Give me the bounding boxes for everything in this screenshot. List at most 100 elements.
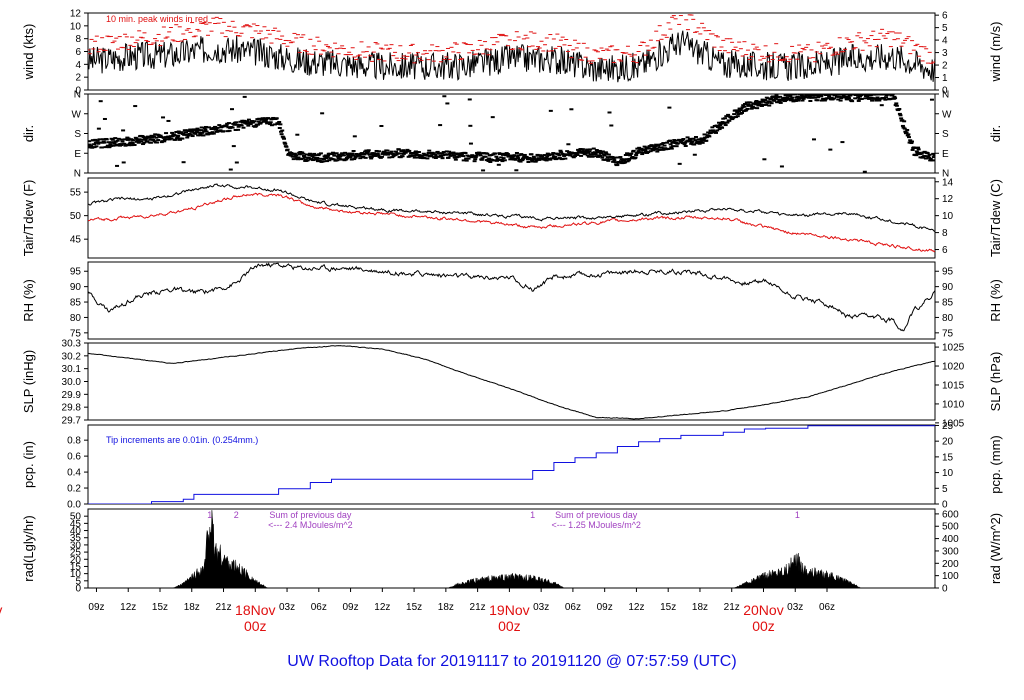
time-tick-label: 21z bbox=[470, 602, 486, 613]
slp-left-tick-label: 30.2 bbox=[62, 351, 82, 362]
wind-left-axis-title: wind (kts) bbox=[21, 24, 36, 81]
dir-left-tick-label: E bbox=[74, 149, 81, 160]
time-tick-label: 18z bbox=[184, 602, 200, 613]
dir-left-tick-label: S bbox=[74, 129, 81, 140]
rad-left-tick-label: 15 bbox=[70, 562, 82, 573]
pcp-annotation: Tip increments are 0.01in. (0.254mm.) bbox=[106, 435, 258, 445]
rh-right-tick-label: 95 bbox=[942, 267, 954, 278]
slp-left-tick-label: 30.0 bbox=[62, 377, 82, 388]
pcp-left-tick-label: 0.4 bbox=[67, 468, 81, 479]
rad-left-tick-label: 20 bbox=[70, 555, 82, 566]
rh-right-axis-title: RH (%) bbox=[988, 279, 1003, 322]
rad-annotation: <--- 1.25 MJoules/m^2 bbox=[551, 520, 641, 530]
time-tick-label: 03z bbox=[279, 602, 295, 613]
rad-left-tick-label: 35 bbox=[70, 533, 82, 544]
pcp-series-pcp bbox=[88, 425, 935, 504]
time-tick-label: 09z bbox=[88, 602, 104, 613]
time-tick-label: 09z bbox=[343, 602, 359, 613]
wind-right-axis-title: wind (m/s) bbox=[988, 22, 1003, 83]
wind-right-tick-label: 2 bbox=[942, 61, 948, 72]
slp-left-tick-label: 29.9 bbox=[62, 390, 82, 401]
pcp-right-tick-label: 5 bbox=[942, 484, 948, 495]
rad-plot-area bbox=[88, 510, 935, 588]
time-tick-label: 12z bbox=[120, 602, 136, 613]
rh-left-tick-label: 85 bbox=[70, 298, 82, 309]
rh-right-tick-label: 75 bbox=[942, 328, 954, 339]
pcp-right-tick-label: 25 bbox=[942, 421, 954, 432]
rad-right-tick-label: 600 bbox=[942, 509, 959, 520]
slp-left-axis-title: SLP (inHg) bbox=[21, 350, 36, 413]
time-tick-label: 18z bbox=[438, 602, 454, 613]
wind-right-tick-label: 6 bbox=[942, 11, 948, 22]
temp-right-tick-label: 8 bbox=[942, 228, 948, 239]
rad-right-tick-label: 100 bbox=[942, 571, 959, 582]
pcp-frame bbox=[87, 424, 936, 505]
dir-right-tick-label: N bbox=[942, 90, 949, 101]
pcp-right-axis-title: pcp. (mm) bbox=[988, 435, 1003, 494]
time-tick-label: 03z bbox=[787, 602, 803, 613]
panel-slp: 29.7 29.8 29.9 30.0 30.1 30.230.3 1005 1010 1015… bbox=[21, 339, 1003, 430]
slp-right-tick-label: 1010 bbox=[942, 399, 965, 410]
rh-left-tick-label: 75 bbox=[70, 328, 82, 339]
rad-left-tick-label: 5 bbox=[75, 576, 81, 587]
dir-left-tick-label: W bbox=[72, 109, 82, 120]
pcp-right-tick-label: 0 bbox=[942, 500, 948, 511]
wind-left-tick-label: 2 bbox=[75, 73, 81, 84]
pcp-plot-area bbox=[88, 425, 935, 504]
rad-annotation: 1 bbox=[795, 510, 800, 520]
temp-left-axis-title: Tair/Tdew (F) bbox=[21, 180, 36, 257]
rad-series-radiation bbox=[88, 510, 935, 588]
wind-plot-area bbox=[88, 14, 935, 83]
wind-series-wind bbox=[88, 30, 935, 83]
rad-right-tick-label: 0 bbox=[942, 584, 948, 595]
rh-right-tick-label: 85 bbox=[942, 298, 954, 309]
wind-left-tick-label: 12 bbox=[70, 9, 82, 20]
day-label: 20Nov bbox=[743, 602, 783, 618]
wind-right-tick-label: 3 bbox=[942, 48, 948, 59]
rad-left-tick-label: 30 bbox=[70, 540, 82, 551]
rh-left-axis-title: RH (%) bbox=[21, 279, 36, 322]
temp-left-tick-label: 45 bbox=[70, 235, 82, 246]
day-label: 18Nov bbox=[235, 602, 275, 618]
chart-title: UW Rooftop Data for 20191117 to 20191120… bbox=[287, 653, 736, 670]
temp-right-tick-label: 6 bbox=[942, 245, 948, 256]
time-tick-label: 15z bbox=[660, 602, 676, 613]
time-tick-label: 03z bbox=[533, 602, 549, 613]
rad-left-tick-label: 10 bbox=[70, 569, 82, 580]
day-label: 19Nov bbox=[489, 602, 529, 618]
slp-right-axis-title: SLP (hPa) bbox=[988, 352, 1003, 412]
panel-temp: 45 50 55 6 8 10 12 14 Tair/Tdew (F) Tair/Tdew (C) bbox=[21, 177, 1003, 259]
time-tick-label: 15z bbox=[406, 602, 422, 613]
slp-series-slp bbox=[88, 345, 935, 420]
day-hour-label: 00z bbox=[244, 618, 267, 634]
rh-right-tick-label: 80 bbox=[942, 313, 954, 324]
dir-right-tick-label: S bbox=[942, 129, 949, 140]
dir-right-axis-title: dir. bbox=[988, 125, 1003, 142]
wind-left-tick-label: 4 bbox=[75, 60, 81, 71]
pcp-left-axis-title: pcp. (in) bbox=[21, 441, 36, 488]
dir-series-direction bbox=[88, 94, 935, 173]
slp-right-tick-label: 1020 bbox=[942, 362, 965, 373]
rad-right-tick-label: 200 bbox=[942, 559, 959, 570]
rh-left-tick-label: 80 bbox=[70, 313, 82, 324]
temp-right-tick-label: 12 bbox=[942, 194, 954, 205]
rad-right-tick-label: 300 bbox=[942, 546, 959, 557]
slp-right-tick-label: 1015 bbox=[942, 380, 965, 391]
temp-left-tick-label: 50 bbox=[70, 211, 82, 222]
wind-series-peak bbox=[88, 14, 935, 64]
temp-right-tick-label: 10 bbox=[942, 211, 954, 222]
rh-plot-area bbox=[88, 262, 935, 332]
rad-annotation: <--- 2.4 MJoules/m^2 bbox=[268, 520, 353, 530]
day-label: 17Nov bbox=[0, 602, 2, 618]
slp-right-tick-label: 1005 bbox=[942, 418, 965, 429]
rad-annotation: Sum of previous day bbox=[269, 510, 352, 520]
rh-frame bbox=[87, 261, 936, 340]
rh-right-tick-label: 90 bbox=[942, 282, 954, 293]
pcp-right-tick-label: 15 bbox=[942, 452, 954, 463]
time-tick-label: 12z bbox=[374, 602, 390, 613]
wind-right-tick-label: 5 bbox=[942, 23, 948, 34]
temp-series-tdew bbox=[88, 192, 935, 253]
dir-left-axis-title: dir. bbox=[21, 125, 36, 142]
dir-right-tick-label: N bbox=[942, 169, 949, 180]
